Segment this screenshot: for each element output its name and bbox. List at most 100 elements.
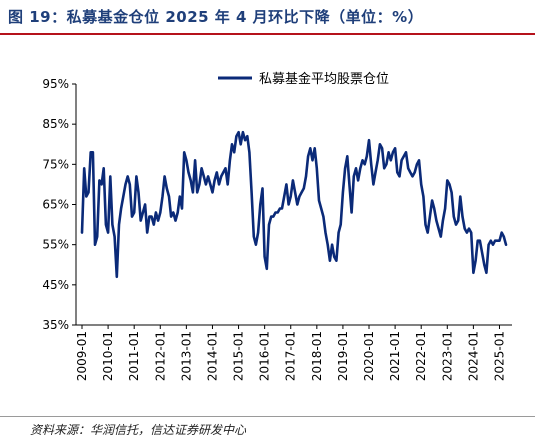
data-point bbox=[276, 211, 279, 214]
data-point bbox=[372, 183, 375, 186]
data-point bbox=[120, 207, 122, 210]
data-point bbox=[348, 183, 351, 186]
line-chart: 私募基金平均股票仓位 35% 45% 55% 65% 75% 85% 95% 2009-01… bbox=[42, 71, 512, 381]
data-point bbox=[100, 183, 103, 186]
data-point bbox=[146, 231, 148, 234]
data-point bbox=[418, 159, 420, 162]
data-point bbox=[255, 243, 257, 246]
data-point bbox=[407, 167, 410, 170]
data-point bbox=[133, 211, 135, 214]
data-point bbox=[411, 175, 414, 178]
data-point bbox=[374, 171, 377, 174]
y-tick-label: 35% bbox=[42, 318, 69, 332]
x-tick-label: 2024-01 bbox=[466, 331, 480, 381]
data-point bbox=[344, 167, 346, 170]
data-point bbox=[161, 195, 164, 198]
data-point bbox=[168, 195, 170, 198]
data-point bbox=[494, 239, 496, 242]
data-point bbox=[472, 272, 475, 274]
data-point bbox=[272, 215, 275, 218]
data-point bbox=[333, 255, 336, 258]
data-point bbox=[231, 143, 233, 146]
data-point bbox=[226, 183, 229, 186]
data-point bbox=[189, 179, 192, 182]
data-point bbox=[289, 195, 292, 198]
data-point bbox=[157, 219, 159, 222]
data-point bbox=[300, 191, 303, 194]
data-point bbox=[259, 203, 262, 206]
title-divider bbox=[0, 33, 535, 35]
x-tick-label: 2009-01 bbox=[75, 331, 89, 381]
x-tick-label: 2023-01 bbox=[440, 331, 454, 381]
data-point bbox=[194, 159, 196, 162]
data-point bbox=[287, 203, 290, 206]
data-point bbox=[392, 151, 394, 154]
data-point bbox=[203, 175, 205, 178]
x-tick-label: 2015-01 bbox=[232, 331, 246, 381]
data-point bbox=[440, 235, 442, 238]
data-point bbox=[153, 223, 155, 226]
x-axis: 2009-01 2010-01 2011-01 2012-01 2013-01 2014-… bbox=[75, 324, 512, 381]
data-point bbox=[155, 211, 157, 214]
data-point bbox=[111, 223, 114, 226]
data-point bbox=[426, 231, 429, 234]
data-point bbox=[346, 155, 349, 158]
data-point bbox=[233, 151, 235, 154]
data-point bbox=[322, 215, 325, 218]
data-point bbox=[220, 175, 222, 178]
data-point bbox=[298, 195, 301, 198]
data-point bbox=[237, 131, 240, 133]
y-axis: 35% 45% 55% 65% 75% 85% 95% bbox=[42, 77, 77, 332]
data-point bbox=[294, 191, 296, 194]
data-point bbox=[335, 259, 338, 262]
data-point bbox=[266, 268, 268, 270]
data-point bbox=[316, 167, 318, 170]
data-point bbox=[320, 207, 323, 210]
data-point bbox=[283, 195, 286, 198]
data-point bbox=[394, 147, 396, 150]
data-point bbox=[326, 243, 329, 246]
data-point bbox=[459, 195, 462, 198]
data-point bbox=[492, 243, 494, 246]
data-point bbox=[109, 175, 112, 178]
data-point bbox=[396, 171, 399, 174]
data-point bbox=[337, 231, 340, 234]
data-point bbox=[281, 207, 283, 210]
data-point bbox=[261, 187, 264, 190]
x-tick-label: 2018-01 bbox=[310, 331, 324, 381]
data-point bbox=[444, 207, 446, 210]
data-point bbox=[222, 171, 225, 174]
data-point bbox=[329, 259, 331, 262]
data-point bbox=[498, 239, 501, 242]
data-point bbox=[174, 219, 177, 222]
data-point bbox=[379, 143, 381, 146]
data-point bbox=[242, 131, 244, 133]
data-point bbox=[324, 231, 327, 234]
data-point bbox=[455, 223, 457, 226]
series-layer bbox=[80, 130, 508, 279]
data-point bbox=[403, 155, 405, 158]
data-point bbox=[213, 179, 216, 182]
data-point bbox=[474, 259, 477, 262]
data-point bbox=[431, 199, 433, 202]
data-point bbox=[381, 147, 383, 150]
x-tick-label: 2025-01 bbox=[492, 331, 506, 381]
data-point bbox=[292, 179, 294, 182]
data-point bbox=[129, 183, 131, 186]
data-point bbox=[244, 139, 246, 141]
data-point bbox=[357, 179, 359, 182]
data-point bbox=[172, 211, 175, 214]
data-point bbox=[187, 171, 190, 174]
data-point bbox=[122, 195, 125, 198]
data-point bbox=[279, 207, 281, 210]
data-point bbox=[200, 167, 203, 170]
data-point bbox=[309, 147, 312, 150]
data-point bbox=[198, 183, 201, 186]
data-point bbox=[442, 219, 444, 222]
data-point bbox=[355, 167, 357, 170]
data-point bbox=[135, 175, 138, 178]
data-point bbox=[318, 199, 320, 202]
data-point bbox=[435, 219, 438, 222]
data-point bbox=[124, 183, 127, 186]
chart-legend: 私募基金平均股票仓位 bbox=[218, 71, 389, 87]
